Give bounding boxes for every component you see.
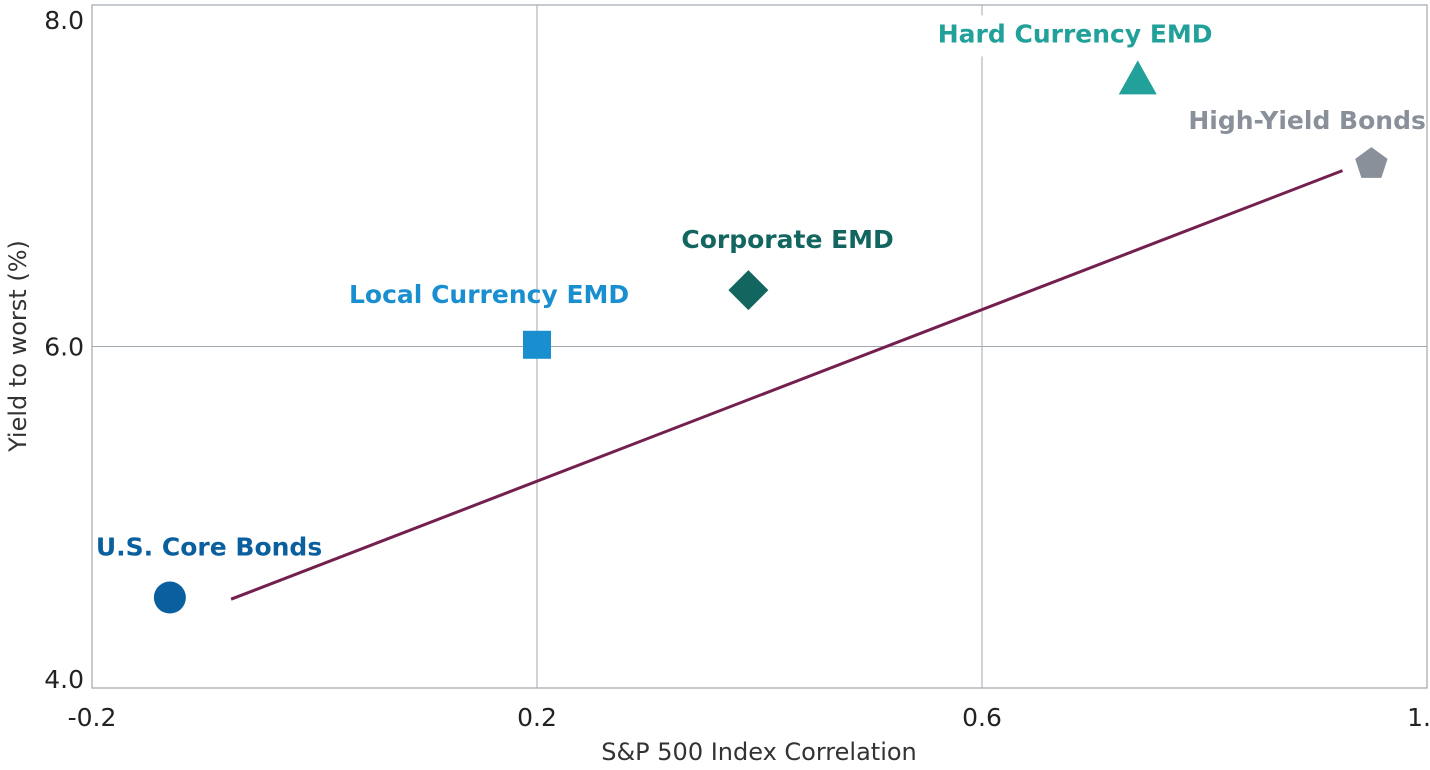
y-axis-label: Yield to worst (%) [4,240,32,453]
plot-frame [91,4,1428,689]
point-pentagon: High-Yield Bonds [1188,106,1426,178]
trend-line [230,169,1343,601]
x-tick-label: -0.2 [68,703,117,732]
marker-diamond [728,270,769,311]
point-diamond: Corporate EMD [681,225,894,311]
point-triangle: Hard Currency EMD [933,15,1217,95]
point-square: Local Currency EMD [349,280,629,359]
point-label: High-Yield Bonds [1188,106,1426,135]
x-tick-label: 0.2 [517,703,557,732]
y-tick-label: 8.0 [44,6,84,35]
x-axis-label: S&P 500 Index Correlation [601,738,917,766]
x-tick-label: 1.0 [1407,703,1430,732]
point-label: Corporate EMD [681,225,893,254]
x-tick-label: 0.6 [962,703,1002,732]
marker-square [523,330,551,359]
point-label: Local Currency EMD [349,280,629,309]
data-points: U.S. Core Bonds Local Currency EMD Corpora… [96,15,1426,614]
label-background [933,15,1217,57]
marker-circle [153,581,186,614]
point-circle: U.S. Core Bonds [96,533,322,614]
marker-triangle [1118,60,1157,95]
y-tick-label: 6.0 [44,333,84,362]
marker-pentagon [1355,147,1388,178]
point-label: Hard Currency EMD [938,19,1213,48]
y-tick-label: 4.0 [44,665,84,694]
tick-labels: -0.2 0.2 0.6 1.0 4.0 6.0 8.0 [44,6,1430,732]
point-label: U.S. Core Bonds [96,533,322,562]
